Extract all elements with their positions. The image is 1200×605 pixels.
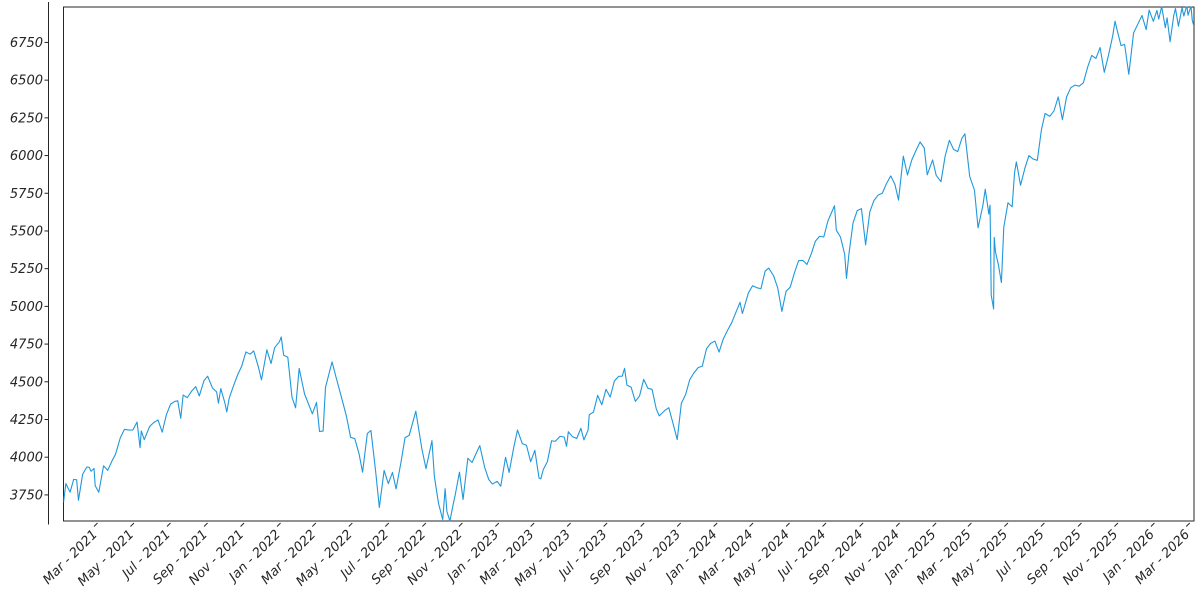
x-tick bbox=[1004, 522, 1009, 527]
y-tick-label: 4250 bbox=[10, 413, 43, 428]
x-tick bbox=[859, 522, 864, 527]
x-tick bbox=[967, 522, 972, 527]
y-tick-label: 4500 bbox=[10, 375, 43, 390]
x-tick bbox=[1114, 522, 1119, 527]
x-tick bbox=[713, 522, 718, 527]
x-tick bbox=[1150, 522, 1155, 527]
x-tick bbox=[495, 522, 500, 527]
y-tick-label: 4000 bbox=[10, 451, 43, 466]
x-tick bbox=[640, 522, 645, 527]
x-tick bbox=[166, 522, 171, 527]
x-tick bbox=[676, 522, 682, 527]
x-tick bbox=[93, 522, 98, 527]
y-tick-label: 6750 bbox=[10, 36, 43, 51]
y-tick-label: 4750 bbox=[10, 338, 43, 353]
x-tick bbox=[458, 522, 463, 527]
x-tick bbox=[348, 522, 353, 527]
x-tick bbox=[130, 522, 135, 527]
x-tick bbox=[1077, 522, 1082, 527]
y-tick-label: 5250 bbox=[10, 262, 43, 277]
price-line bbox=[63, 6, 1194, 522]
y-tick-label: 5750 bbox=[10, 187, 43, 202]
x-tick bbox=[203, 522, 208, 527]
x-tick bbox=[603, 522, 608, 527]
plot-border bbox=[63, 6, 1195, 522]
x-tick bbox=[530, 522, 535, 527]
x-tick bbox=[276, 522, 281, 527]
y-tick-label: 5500 bbox=[10, 224, 43, 239]
x-tick bbox=[422, 522, 427, 527]
y-tick-label: 6000 bbox=[10, 149, 43, 164]
x-tick bbox=[566, 522, 571, 527]
x-tick bbox=[384, 522, 390, 527]
x-tick bbox=[932, 522, 937, 527]
x-tick bbox=[822, 522, 827, 527]
y-tick-label: 6500 bbox=[10, 74, 43, 89]
x-tick bbox=[895, 522, 900, 527]
x-tick bbox=[785, 522, 790, 527]
x-tick bbox=[311, 522, 317, 527]
x-tick bbox=[749, 522, 754, 527]
y-tick-label: 3750 bbox=[10, 488, 43, 503]
x-tick bbox=[240, 522, 245, 527]
y-tick-label: 5000 bbox=[10, 300, 43, 315]
x-tick bbox=[1040, 522, 1045, 527]
x-tick bbox=[1185, 522, 1191, 527]
y-tick-label: 6250 bbox=[10, 111, 43, 126]
